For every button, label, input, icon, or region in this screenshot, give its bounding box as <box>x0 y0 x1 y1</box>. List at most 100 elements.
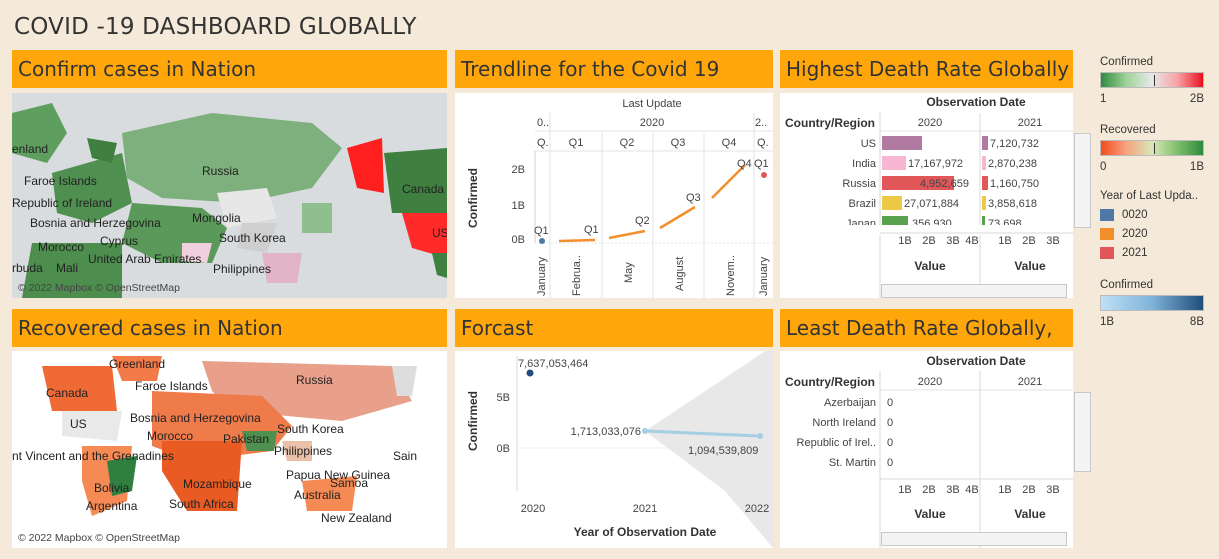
forecast-y-tick: 5B <box>497 392 510 404</box>
map-label-us: US <box>432 226 447 240</box>
highest-row-russia: Russia 4,952,659 1,160,750 <box>842 176 1039 190</box>
dashboard-title: COVID -19 DASHBOARD GLOBALLY <box>14 14 417 40</box>
forecast-header: Forcast <box>455 309 773 347</box>
trend-quarter-label: Q. <box>537 137 549 149</box>
trend-segment <box>558 238 596 243</box>
legend-confirmed-blue[interactable]: Confirmed 1B 8B <box>1100 279 1204 328</box>
trend-point-label: Q1 <box>534 225 549 237</box>
highest-axis-tick: 4B <box>965 235 978 247</box>
trend-y-tick: 1B <box>512 200 525 212</box>
forecast-y-tick: 0B <box>497 443 510 455</box>
legend-confirmed[interactable]: Confirmed 1 2B <box>1100 56 1204 105</box>
legend-year-title: Year of Last Upda.. <box>1100 190 1199 202</box>
trend-month-label: Februa.. <box>571 255 583 296</box>
trend-quarter-label: Q4 <box>722 137 737 149</box>
map-label-uae: United Arab Emirates <box>88 252 202 266</box>
least-vertical-scrollbar[interactable] <box>1074 392 1091 472</box>
least-country: St. Martin <box>829 457 876 469</box>
least-axis-tick: 4B <box>965 484 978 496</box>
map-label-philippines: Philippines <box>274 444 333 458</box>
legend-year-item[interactable]: 0020 <box>1100 209 1198 221</box>
map-label-canada: Canada <box>46 386 89 400</box>
trend-point-label: Q4 <box>737 158 752 170</box>
map-label-morocco: Morocco <box>38 240 85 254</box>
bar-japan-2020 <box>882 216 908 226</box>
trend-top-label: Last Update <box>622 98 681 110</box>
least-horizontal-scrollbar[interactable] <box>881 532 1067 546</box>
svg-text:7,120,732: 7,120,732 <box>990 138 1039 150</box>
legend-recovered-min: 0 <box>1100 161 1107 173</box>
map-label-australia: Australia <box>294 488 341 502</box>
least-year: 2021 <box>1018 376 1042 388</box>
legend-confirmed-blue-gradient <box>1100 295 1204 311</box>
map-label-st-vincent: nt Vincent and the Grenadines <box>12 449 174 463</box>
map-label-russia: Russia <box>202 164 239 178</box>
forecast-value-label: 1,094,539,809 <box>688 445 758 457</box>
legend-confirmed-blue-title: Confirmed <box>1100 279 1154 291</box>
confirm-map-shapes <box>12 103 447 298</box>
svg-text:3,858,618: 3,858,618 <box>988 198 1037 210</box>
legend-year[interactable]: Year of Last Upda.. 0020 2020 2021 <box>1100 190 1198 259</box>
least-year: 2020 <box>918 376 942 388</box>
bar-us-2020 <box>882 136 922 150</box>
trend-point <box>539 238 545 244</box>
trend-point-label: Q2 <box>635 215 650 227</box>
map-label-faroe: Faroe Islands <box>24 174 97 188</box>
forecast-line <box>644 429 761 438</box>
svg-text:Brazil: Brazil <box>848 198 876 210</box>
trend-y-tick: 0B <box>512 234 525 246</box>
least-axis-title: Value <box>914 507 946 521</box>
legend-confirmed-title: Confirmed <box>1100 56 1154 68</box>
legend-recovered[interactable]: Recovered 0 1B <box>1100 124 1204 173</box>
bar-russia-2020 <box>882 176 954 190</box>
least-death-table[interactable]: Observation Date Country/Region 2020 202… <box>780 351 1073 548</box>
legend-confirmed-min: 1 <box>1100 93 1107 105</box>
highest-horizontal-scrollbar[interactable] <box>881 284 1067 298</box>
highest-death-table[interactable]: Observation Date Country/Region 2020 202… <box>780 93 1073 298</box>
highest-year: 2020 <box>918 117 942 129</box>
least-country: Republic of Irel.. <box>797 437 876 449</box>
svg-text:17,167,972: 17,167,972 <box>908 158 963 170</box>
trend-point-label: Q1 <box>584 224 599 236</box>
trend-point <box>761 172 767 178</box>
least-axis-tick: 3B <box>1046 484 1059 496</box>
highest-axis-tick: 3B <box>1046 235 1059 247</box>
trend-segment <box>659 205 696 230</box>
trend-point-label: Q3 <box>686 192 701 204</box>
trend-month-label: May <box>623 262 635 283</box>
confirm-cases-map[interactable]: Russia enland Faroe Islands Republic of … <box>12 93 447 298</box>
bar-russia-2021 <box>982 176 988 190</box>
map-label-pakistan: Pakistan <box>223 432 270 446</box>
forecast-chart[interactable]: Confirmed 5B 0B 7,637,053,464 1,713,033,… <box>455 351 773 548</box>
svg-text:1,160,750: 1,160,750 <box>990 178 1039 190</box>
trend-y-tick: 2B <box>512 164 525 176</box>
forecast-x-tick: 2022 <box>745 503 769 515</box>
trend-segment <box>711 164 746 199</box>
svg-text:US: US <box>861 138 876 150</box>
legend-year-item[interactable]: 2020 <box>1100 228 1198 240</box>
map-label-faroe: Faroe Islands <box>135 379 208 393</box>
least-axis-tick: 2B <box>922 484 935 496</box>
map-label-south-africa: South Africa <box>169 497 234 511</box>
least-value: 0 <box>887 437 893 449</box>
map-label-mongolia: Mongolia <box>192 211 241 225</box>
recovered-cases-map[interactable]: Greenland Faroe Islands Russia Canada Bo… <box>12 351 447 548</box>
legend-confirmed-gradient <box>1100 72 1204 88</box>
map-label-canada: Canada <box>402 182 445 196</box>
confirm-map-header: Confirm cases in Nation <box>12 50 447 88</box>
highest-axis-title: Value <box>914 259 946 273</box>
legend-confirmed-blue-min: 1B <box>1100 316 1115 328</box>
legend-year-item[interactable]: 2021 <box>1100 247 1198 259</box>
trend-month-label: August <box>674 257 686 291</box>
legend-recovered-title: Recovered <box>1100 124 1156 136</box>
map-label-mozambique: Mozambique <box>183 477 252 491</box>
forecast-value-label: 7,637,053,464 <box>518 358 588 370</box>
least-value: 0 <box>887 457 893 469</box>
trendline-svg: Last Update 0.. 2020 2.. Q. Q1 Q2 Q3 Q4 … <box>466 98 773 298</box>
map-label-ireland: Republic of Ireland <box>12 196 113 210</box>
map-label-samoa: Samoa <box>330 476 369 490</box>
highest-vertical-scrollbar[interactable] <box>1074 133 1091 228</box>
legend-confirmed-blue-max: 8B <box>1189 316 1204 328</box>
trendline-chart[interactable]: Last Update 0.. 2020 2.. Q. Q1 Q2 Q3 Q4 … <box>455 93 773 298</box>
trend-month-label: Novem.. <box>725 255 737 296</box>
